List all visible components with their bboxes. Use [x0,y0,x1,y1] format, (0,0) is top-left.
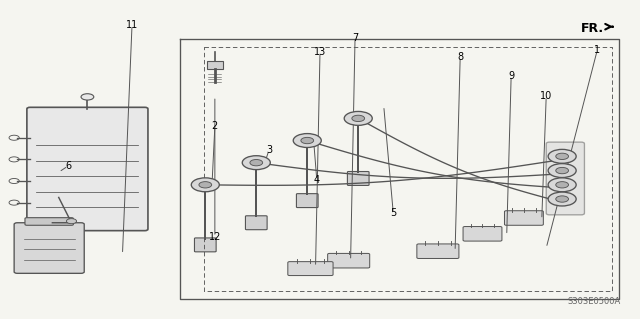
Circle shape [556,182,568,188]
FancyBboxPatch shape [14,223,84,273]
Circle shape [293,134,321,147]
FancyBboxPatch shape [195,238,216,252]
FancyBboxPatch shape [288,262,333,276]
Text: FR.: FR. [581,22,604,35]
FancyBboxPatch shape [207,62,223,69]
Text: 12: 12 [209,232,221,242]
FancyBboxPatch shape [546,142,584,215]
Text: 13: 13 [314,47,326,57]
Circle shape [556,196,568,202]
FancyBboxPatch shape [296,194,318,208]
Circle shape [548,178,576,192]
Circle shape [67,219,77,224]
FancyBboxPatch shape [348,172,369,185]
Circle shape [548,149,576,163]
FancyBboxPatch shape [328,253,370,268]
Circle shape [344,111,372,125]
FancyBboxPatch shape [417,244,459,258]
Text: 11: 11 [126,20,138,30]
Circle shape [81,94,94,100]
Text: S303E0500A: S303E0500A [568,297,621,306]
Text: 9: 9 [508,71,514,81]
Text: 1: 1 [594,45,600,56]
Circle shape [301,137,314,144]
Text: 8: 8 [457,52,463,62]
Circle shape [548,164,576,178]
Circle shape [243,156,270,170]
Circle shape [556,167,568,174]
Circle shape [352,115,365,122]
Circle shape [556,153,568,160]
Text: 3: 3 [266,145,272,155]
Text: 6: 6 [65,161,71,171]
Circle shape [199,182,212,188]
Circle shape [191,178,220,192]
Text: 10: 10 [540,91,552,101]
Text: 4: 4 [314,175,320,185]
FancyBboxPatch shape [25,218,74,225]
Text: 7: 7 [352,33,358,43]
FancyBboxPatch shape [463,226,502,241]
FancyBboxPatch shape [504,211,543,225]
Circle shape [548,192,576,206]
FancyBboxPatch shape [246,216,267,230]
Circle shape [250,160,262,166]
FancyBboxPatch shape [27,107,148,231]
Text: 5: 5 [390,208,396,218]
Text: 2: 2 [212,121,218,131]
